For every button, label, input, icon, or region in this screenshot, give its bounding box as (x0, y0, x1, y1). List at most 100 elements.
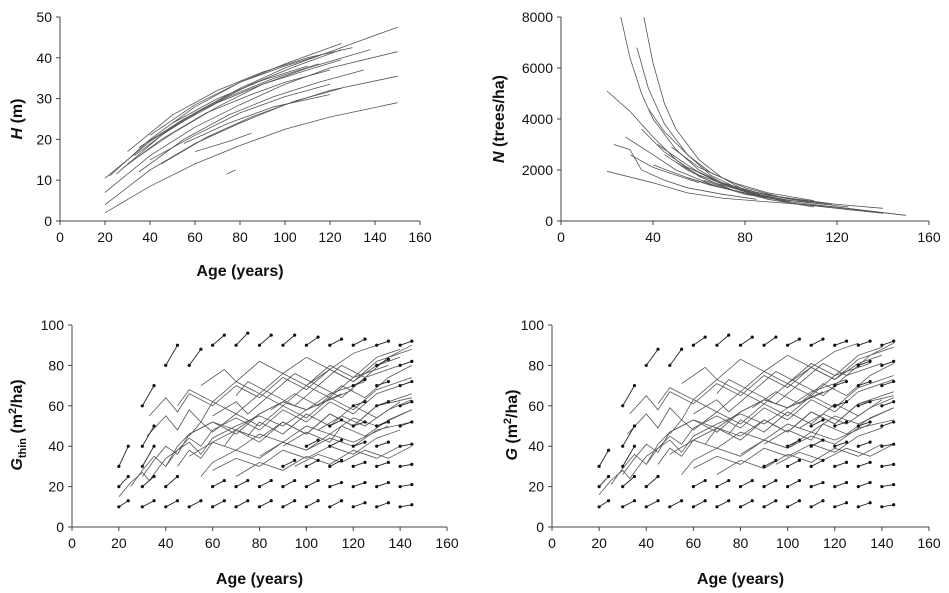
data-point (152, 424, 156, 428)
data-series-line (149, 348, 412, 417)
x-tick-label: 0 (68, 535, 76, 551)
data-series-line (752, 363, 894, 409)
data-point (892, 462, 896, 466)
y-label-unit-prefix: (m (504, 424, 521, 448)
x-tick-label: 80 (252, 535, 268, 551)
data-segment (188, 500, 202, 508)
data-point (375, 343, 379, 347)
data-series-line (127, 49, 371, 165)
data-series-line (165, 381, 412, 467)
data-point (833, 464, 837, 468)
data-series-line (194, 132, 252, 152)
data-segment (622, 385, 635, 407)
data-point (339, 499, 344, 503)
data-point (797, 337, 802, 341)
data-point (621, 444, 625, 448)
y-tick-label: 80 (528, 357, 544, 373)
data-segment (353, 401, 366, 407)
data-point (809, 464, 813, 468)
data-point (281, 505, 285, 509)
data-point (328, 485, 332, 489)
data-point (833, 404, 837, 408)
data-point (126, 474, 130, 479)
data-segment (329, 459, 342, 467)
data-series-line (270, 365, 412, 411)
data-point (597, 485, 601, 489)
data-point (351, 505, 355, 509)
data-point (363, 337, 367, 341)
y-tick-label: 100 (41, 317, 65, 333)
data-point (339, 458, 344, 462)
data-segment (141, 445, 155, 467)
data-point (856, 485, 860, 489)
plot-area (606, 16, 907, 216)
data-point (892, 379, 896, 384)
data-segment (622, 476, 635, 487)
data-point (281, 485, 285, 489)
data-segment (858, 421, 871, 427)
data-point (398, 384, 402, 388)
data-point (727, 478, 731, 483)
data-point (868, 400, 872, 404)
data-point (281, 343, 285, 347)
data-point (117, 505, 121, 509)
data-segment (353, 379, 366, 386)
data-point (257, 343, 262, 347)
data-series-line (606, 90, 815, 208)
data-segment (645, 348, 659, 366)
data-segment (399, 401, 412, 407)
data-point (868, 460, 872, 464)
data-point (880, 505, 884, 509)
plot-area (117, 331, 414, 509)
data-segment (141, 385, 155, 407)
data-point (786, 444, 790, 448)
data-point (856, 464, 860, 468)
data-series-line (141, 381, 366, 477)
data-series-line (149, 83, 331, 161)
data-point (234, 343, 238, 347)
x-tick-label: 0 (557, 229, 565, 245)
data-point (117, 485, 121, 489)
y-label-subscript: thin (17, 438, 29, 458)
data-segment (376, 381, 389, 387)
data-point (833, 343, 837, 347)
data-segment (399, 421, 412, 427)
data-series-line (625, 136, 792, 203)
y-tick-label: 0 (545, 213, 553, 229)
data-point (880, 384, 884, 388)
data-segment (834, 381, 847, 387)
data-point (175, 343, 180, 347)
data-point (269, 478, 273, 483)
data-segment (353, 461, 366, 467)
data-point (679, 499, 684, 503)
data-segment (259, 334, 272, 346)
data-point (211, 343, 215, 347)
data-point (833, 485, 837, 489)
data-point (386, 357, 391, 361)
data-point (821, 337, 825, 341)
data-segment (834, 482, 847, 488)
data-series-line (693, 427, 883, 469)
data-segment (881, 381, 894, 387)
data-point (856, 505, 860, 509)
x-tick-label: 20 (591, 535, 607, 551)
data-point (152, 474, 156, 479)
data-point (821, 458, 825, 462)
data-segment (787, 500, 800, 508)
data-point (410, 400, 414, 404)
data-point (821, 499, 825, 503)
data-segment (376, 441, 389, 447)
data-point (140, 464, 144, 468)
plot-area (597, 333, 896, 509)
data-point (410, 482, 414, 487)
data-segment (165, 344, 178, 366)
data-segment (834, 441, 847, 447)
data-segment (282, 334, 295, 346)
data-segment (306, 439, 319, 447)
data-point (715, 505, 719, 509)
data-point (703, 478, 707, 483)
data-point (234, 485, 238, 489)
data-point (844, 440, 849, 444)
data-segment (400, 443, 412, 447)
plot-area (104, 26, 398, 214)
